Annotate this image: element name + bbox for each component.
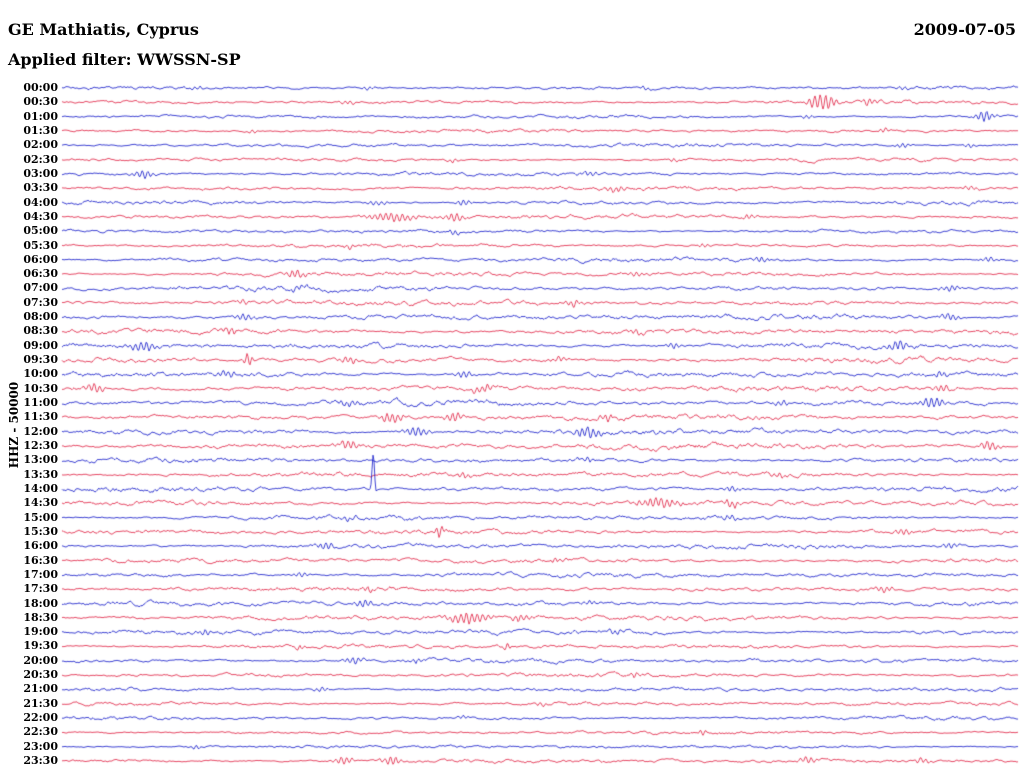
- time-label: 10:30: [23, 381, 58, 395]
- time-label: 07:30: [23, 295, 58, 309]
- time-label: 14:00: [23, 481, 58, 495]
- time-label: 16:30: [23, 553, 58, 567]
- time-label: 13:30: [23, 467, 58, 481]
- time-label: 22:30: [23, 725, 58, 739]
- time-label: 15:00: [23, 510, 58, 524]
- time-label: 14:30: [23, 496, 58, 510]
- time-label: 06:30: [23, 267, 58, 281]
- time-label: 02:00: [23, 138, 58, 152]
- time-label: 15:30: [23, 524, 58, 538]
- time-label: 11:30: [23, 410, 58, 424]
- time-label: 19:00: [23, 625, 58, 639]
- time-label: 06:00: [23, 252, 58, 266]
- time-label: 03:00: [23, 166, 58, 180]
- time-label: 08:30: [23, 324, 58, 338]
- time-label: 21:30: [23, 696, 58, 710]
- time-label: 08:00: [23, 310, 58, 324]
- time-label: 00:30: [23, 95, 58, 109]
- time-label: 05:00: [23, 224, 58, 238]
- time-label: 07:00: [23, 281, 58, 295]
- time-label: 18:30: [23, 610, 58, 624]
- time-label: 04:00: [23, 195, 58, 209]
- time-label: 17:00: [23, 567, 58, 581]
- filter-label: Applied filter: WWSSN-SP: [8, 50, 241, 69]
- time-label: 23:30: [23, 754, 58, 768]
- time-label: 03:30: [23, 181, 58, 195]
- time-label: 01:00: [23, 109, 58, 123]
- time-label: 20:30: [23, 668, 58, 682]
- time-label: 16:00: [23, 539, 58, 553]
- time-label: 02:30: [23, 152, 58, 166]
- time-label: 00:00: [23, 81, 58, 94]
- time-label: 21:00: [23, 682, 58, 696]
- time-label: 22:00: [23, 711, 58, 725]
- time-label: 05:30: [23, 238, 58, 252]
- time-label: 18:00: [23, 596, 58, 610]
- date-label: 2009-07-05: [913, 20, 1016, 39]
- time-label: 09:00: [23, 338, 58, 352]
- time-label: 11:00: [23, 396, 58, 410]
- time-label: 09:30: [23, 353, 58, 367]
- time-label: 12:30: [23, 439, 58, 452]
- time-label: 19:30: [23, 639, 58, 653]
- station-title: GE Mathiatis, Cyprus: [8, 20, 199, 39]
- time-label: 17:30: [23, 582, 58, 596]
- time-label: 04:30: [23, 209, 58, 223]
- time-label: 13:00: [23, 453, 58, 467]
- time-label: 20:00: [23, 653, 58, 667]
- time-label: 23:00: [23, 739, 58, 753]
- time-label: 01:30: [23, 123, 58, 137]
- time-label: 12:00: [23, 424, 58, 438]
- time-label: 10:00: [23, 367, 58, 381]
